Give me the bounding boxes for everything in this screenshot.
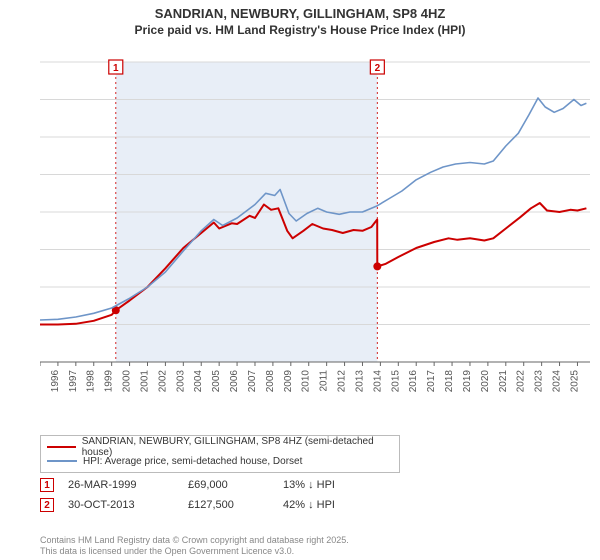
x-tick-label: 2014	[372, 370, 383, 393]
chart-area: £0K£50K£100K£150K£200K£250K£300K£350K£40…	[40, 50, 590, 395]
x-tick-label: 2020	[480, 370, 491, 393]
x-tick-label: 1997	[68, 370, 79, 393]
title-block: SANDRIAN, NEWBURY, GILLINGHAM, SP8 4HZ P…	[0, 0, 600, 38]
sale-marker-label: 1	[113, 63, 119, 74]
x-tick-label: 2023	[534, 370, 545, 393]
legend-swatch	[47, 446, 76, 448]
x-tick-label: 2019	[462, 370, 473, 393]
sale-marker-label: 2	[375, 63, 381, 74]
sale-marker-icon: 1	[40, 478, 54, 492]
footer-line-2: This data is licensed under the Open Gov…	[40, 546, 349, 557]
legend-label: HPI: Average price, semi-detached house,…	[83, 456, 302, 467]
sale-date: 26-MAR-1999	[68, 479, 188, 491]
x-tick-label: 1995	[40, 370, 43, 393]
x-tick-label: 1998	[86, 370, 97, 393]
x-tick-label: 2009	[283, 370, 294, 393]
x-tick-label: 2011	[319, 370, 330, 392]
x-tick-label: 2001	[139, 370, 150, 393]
sale-date: 30-OCT-2013	[68, 499, 188, 511]
x-tick-label: 2010	[301, 370, 312, 393]
x-tick-label: 2015	[390, 370, 401, 393]
sale-row: 2 30-OCT-2013£127,50042% ↓ HPI	[40, 495, 373, 515]
sale-marker-icon: 2	[40, 498, 54, 512]
sale-price: £127,500	[188, 499, 283, 511]
x-tick-label: 2022	[516, 370, 527, 393]
title-line-1: SANDRIAN, NEWBURY, GILLINGHAM, SP8 4HZ	[0, 6, 600, 23]
x-tick-label: 2004	[193, 370, 204, 393]
footer: Contains HM Land Registry data © Crown c…	[40, 535, 349, 558]
x-tick-label: 2000	[122, 370, 133, 393]
x-tick-label: 2007	[247, 370, 258, 393]
x-tick-label: 2018	[444, 370, 455, 393]
footer-line-1: Contains HM Land Registry data © Crown c…	[40, 535, 349, 546]
x-tick-label: 2016	[408, 370, 419, 393]
x-tick-label: 2025	[569, 370, 580, 393]
x-tick-label: 1999	[104, 370, 115, 393]
sale-diff: 13% ↓ HPI	[283, 479, 373, 491]
sale-row: 1 26-MAR-1999£69,00013% ↓ HPI	[40, 475, 373, 495]
sale-diff: 42% ↓ HPI	[283, 499, 373, 511]
x-tick-label: 2013	[354, 370, 365, 393]
x-tick-label: 1996	[50, 370, 61, 393]
legend-box: SANDRIAN, NEWBURY, GILLINGHAM, SP8 4HZ (…	[40, 435, 400, 473]
x-tick-label: 2003	[175, 370, 186, 393]
x-tick-label: 2002	[157, 370, 168, 393]
x-tick-label: 2017	[426, 370, 437, 393]
chart-container: SANDRIAN, NEWBURY, GILLINGHAM, SP8 4HZ P…	[0, 0, 600, 560]
legend-swatch	[47, 460, 77, 462]
title-line-2: Price paid vs. HM Land Registry's House …	[0, 23, 600, 39]
x-tick-label: 2005	[211, 370, 222, 393]
chart-svg: £0K£50K£100K£150K£200K£250K£300K£350K£40…	[40, 50, 590, 395]
legend-row: SANDRIAN, NEWBURY, GILLINGHAM, SP8 4HZ (…	[47, 440, 393, 454]
x-tick-label: 2012	[337, 370, 348, 393]
x-tick-label: 2024	[552, 370, 563, 393]
x-tick-label: 2006	[229, 370, 240, 393]
sale-price: £69,000	[188, 479, 283, 491]
x-tick-label: 2021	[498, 370, 509, 393]
sales-table: 1 26-MAR-1999£69,00013% ↓ HPI 2 30-OCT-2013…	[40, 475, 373, 515]
x-tick-label: 2008	[265, 370, 276, 393]
